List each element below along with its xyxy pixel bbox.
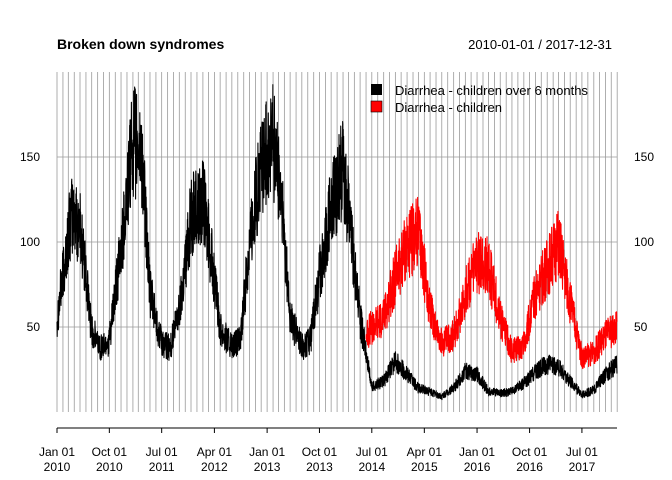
y-tick-label-right: 50 xyxy=(634,320,648,334)
x-tick-label: Jul 01 xyxy=(566,445,598,459)
x-tick-label: Apr 01 xyxy=(407,445,443,459)
x-tick-label: Jul 01 xyxy=(146,445,178,459)
y-tick-label-left: 100 xyxy=(20,235,40,249)
x-tick-label-year: 2015 xyxy=(411,460,438,474)
y-tick-label-right: 100 xyxy=(634,235,654,249)
series-layer xyxy=(56,84,618,401)
x-tick-label: Jul 01 xyxy=(356,445,388,459)
legend-label-series-2: Diarrhea - children xyxy=(395,100,502,115)
x-tick-label-year: 2010 xyxy=(44,460,71,474)
x-tick-label: Jan 01 xyxy=(39,445,75,459)
legend: Diarrhea - children over 6 months Diarrh… xyxy=(370,83,588,115)
x-tick-label-year: 2012 xyxy=(201,460,228,474)
x-tick-label-year: 2016 xyxy=(464,460,491,474)
legend-swatch-series-2 xyxy=(370,100,383,113)
y-tick-label-left: 50 xyxy=(27,320,41,334)
x-tick-label: Apr 01 xyxy=(197,445,233,459)
x-tick-label-year: 2016 xyxy=(516,460,543,474)
legend-label-series-1: Diarrhea - children over 6 months xyxy=(395,83,588,98)
series-line-1 xyxy=(56,84,618,401)
x-tick-label: Oct 01 xyxy=(92,445,128,459)
y-tick-layer: 50 50 100 100 150 150 xyxy=(20,150,654,334)
x-tick-label-year: 2017 xyxy=(569,460,596,474)
series-line-2 xyxy=(365,196,618,370)
x-tick-label: Oct 01 xyxy=(512,445,548,459)
y-tick-label-right: 150 xyxy=(634,150,654,164)
x-tick-label: Jan 01 xyxy=(249,445,285,459)
grid-layer xyxy=(56,72,618,412)
x-tick-label-year: 2010 xyxy=(96,460,123,474)
chart-title: Broken down syndromes xyxy=(57,36,224,52)
legend-swatch-series-1 xyxy=(371,84,382,95)
x-tick-label: Oct 01 xyxy=(302,445,338,459)
x-tick-label-year: 2013 xyxy=(254,460,281,474)
date-range-label: 2010-01-01 / 2017-12-31 xyxy=(468,37,612,52)
x-tick-label-year: 2013 xyxy=(306,460,333,474)
x-tick-label-year: 2014 xyxy=(358,460,385,474)
x-tick-label-year: 2011 xyxy=(149,460,175,474)
y-tick-label-left: 150 xyxy=(20,150,40,164)
x-tick-label: Jan 01 xyxy=(459,445,495,459)
